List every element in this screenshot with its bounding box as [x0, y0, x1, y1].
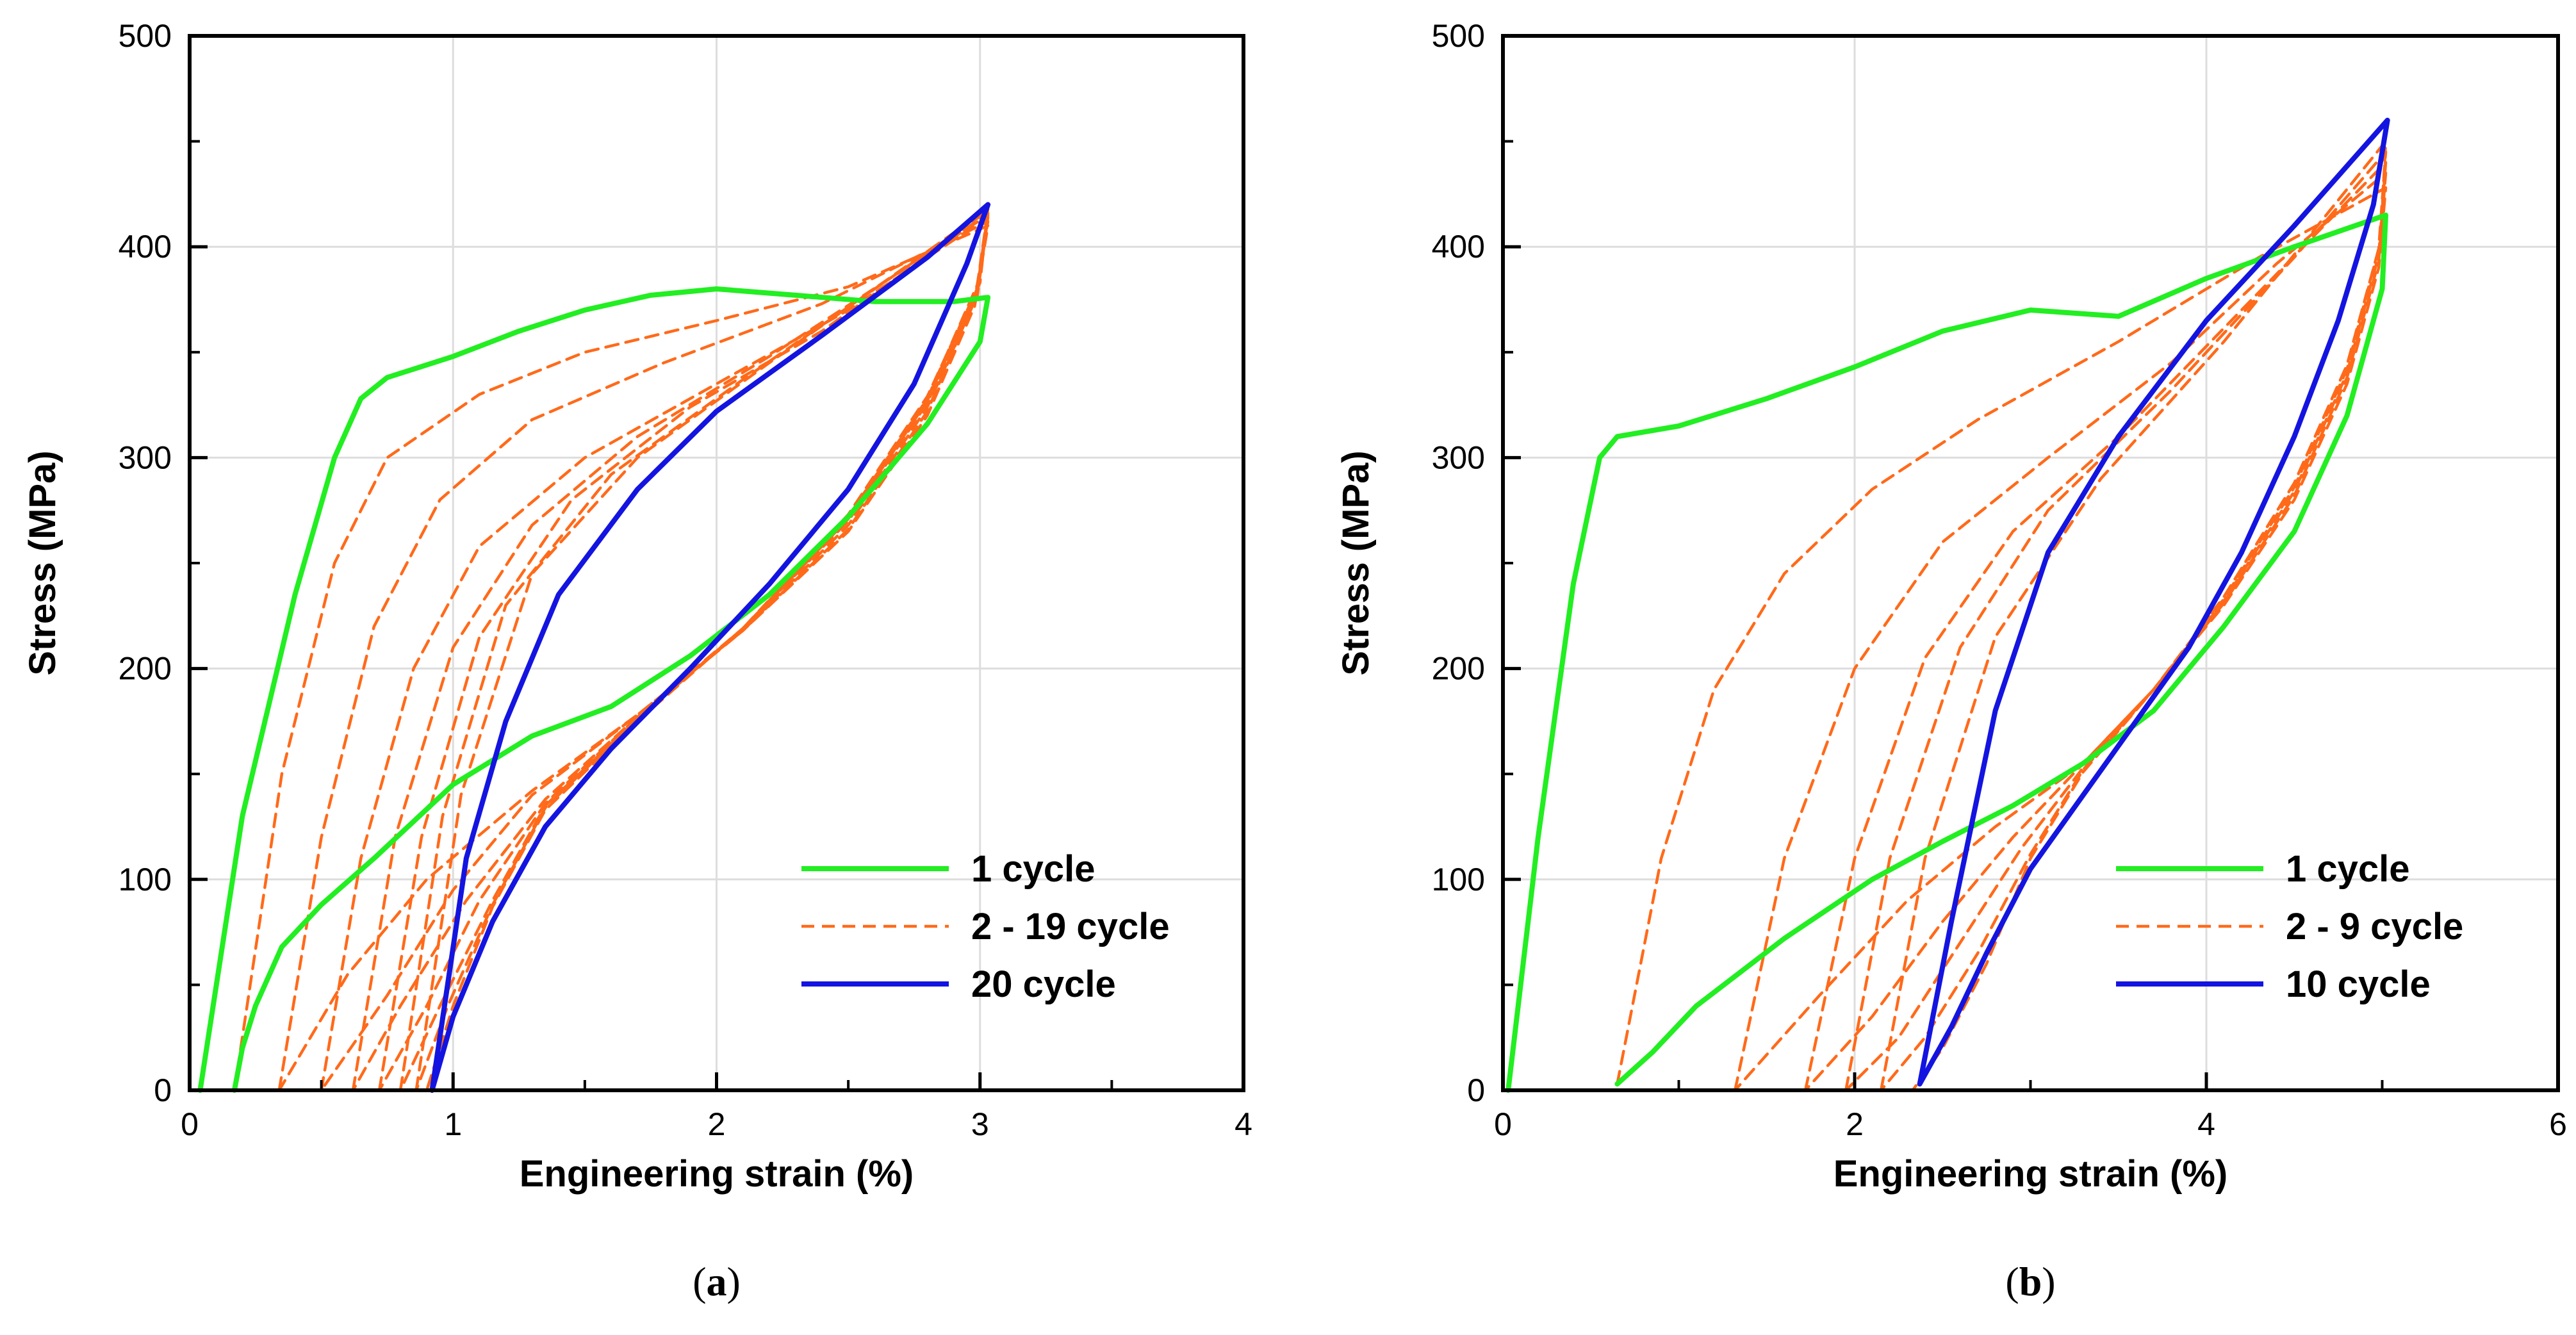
- y-axis-title-a: Stress (MPa): [22, 450, 63, 675]
- legend-b: 1 cycle 2 - 9 cycle 10 cycle: [2116, 848, 2463, 1005]
- y-tick-label-a-5: 500: [119, 18, 172, 54]
- x-tick-label-a-3: 3: [971, 1106, 989, 1142]
- y-tick-label-a-1: 100: [119, 862, 172, 897]
- x-axis-title-a: Engineering strain (%): [520, 1153, 914, 1195]
- panel-caption-letter-a: a: [707, 1259, 727, 1304]
- panel-caption-letter-b: b: [2019, 1259, 2042, 1304]
- series-first-line-a: [197, 286, 991, 1093]
- legend-label-last-b: 10 cycle: [2286, 963, 2431, 1005]
- series-group-a: [197, 202, 991, 1093]
- legend-label-middle-a: 2 - 19 cycle: [971, 906, 1170, 947]
- series-middle-cycle-b-2: [1803, 161, 2388, 1092]
- y-tick-label-b-3: 300: [1432, 439, 1485, 475]
- y-tick-label-a-3: 300: [119, 439, 172, 475]
- series-middle-cycle-a-6: [414, 207, 990, 1092]
- y-tick-label-b-5: 500: [1432, 18, 1485, 54]
- x-tick-label-a-0: 0: [181, 1106, 199, 1142]
- x-tick-label-a-4: 4: [1235, 1106, 1252, 1142]
- series-middle-cycle-a-3: [351, 213, 990, 1092]
- legend-label-middle-b: 2 - 9 cycle: [2286, 906, 2463, 947]
- y-tick-label-a-2: 200: [119, 651, 172, 687]
- series-middle-cycle-a-0: [233, 224, 990, 1092]
- chart-panel-a: 0 100 200 300 400 500 0 1 2 3 4 Engineering strain…: [22, 18, 1252, 1304]
- y-tick-label-b-4: 400: [1432, 229, 1485, 265]
- y-tick-label-a-0: 0: [154, 1072, 172, 1108]
- ticks-b: 0 100 200 300 400 500 0 2 4 6: [1432, 18, 2567, 1142]
- series-group-b: [1505, 117, 2390, 1093]
- series-middle-cycle-b-1: [1734, 171, 2388, 1092]
- x-tick-label-b-2: 4: [2197, 1106, 2215, 1142]
- y-tick-label-b-2: 200: [1432, 651, 1485, 687]
- panel-caption-b: (b): [2005, 1259, 2055, 1304]
- panel-caption-a: (a): [693, 1259, 741, 1304]
- series-middle-cycle-a-2: [320, 215, 990, 1092]
- legend-label-first-b: 1 cycle: [2286, 848, 2410, 890]
- y-tick-label-b-1: 100: [1432, 862, 1485, 897]
- y-tick-label-b-0: 0: [1467, 1072, 1485, 1108]
- series-middle-cycle-b-0: [1616, 186, 2388, 1092]
- x-tick-label-b-0: 0: [1494, 1106, 1512, 1142]
- series-middle-cycle-a-1: [277, 220, 990, 1092]
- x-tick-label-b-3: 6: [2549, 1106, 2567, 1142]
- legend-a: 1 cycle 2 - 19 cycle 20 cycle: [801, 848, 1170, 1005]
- series-middle-cycle-b-3: [1844, 150, 2388, 1092]
- legend-label-first-a: 1 cycle: [971, 848, 1095, 890]
- legend-label-last-a: 20 cycle: [971, 963, 1116, 1005]
- series-first-line-b: [1505, 212, 2388, 1093]
- series-last-line-a: [429, 202, 991, 1093]
- chart-panel-b: 0 100 200 300 400 500 0 2 4 6 Engineering strain …: [1335, 18, 2567, 1304]
- x-tick-label-a-2: 2: [708, 1106, 726, 1142]
- y-tick-label-a-4: 400: [119, 229, 172, 265]
- x-tick-label-a-1: 1: [444, 1106, 462, 1142]
- series-last-line-b: [1917, 117, 2390, 1087]
- y-axis-title-b: Stress (MPa): [1335, 450, 1377, 675]
- x-tick-label-b-1: 2: [1846, 1106, 1864, 1142]
- x-axis-title-b: Engineering strain (%): [1834, 1153, 2228, 1195]
- ticks-a: 0 100 200 300 400 500 0 1 2 3 4: [119, 18, 1252, 1142]
